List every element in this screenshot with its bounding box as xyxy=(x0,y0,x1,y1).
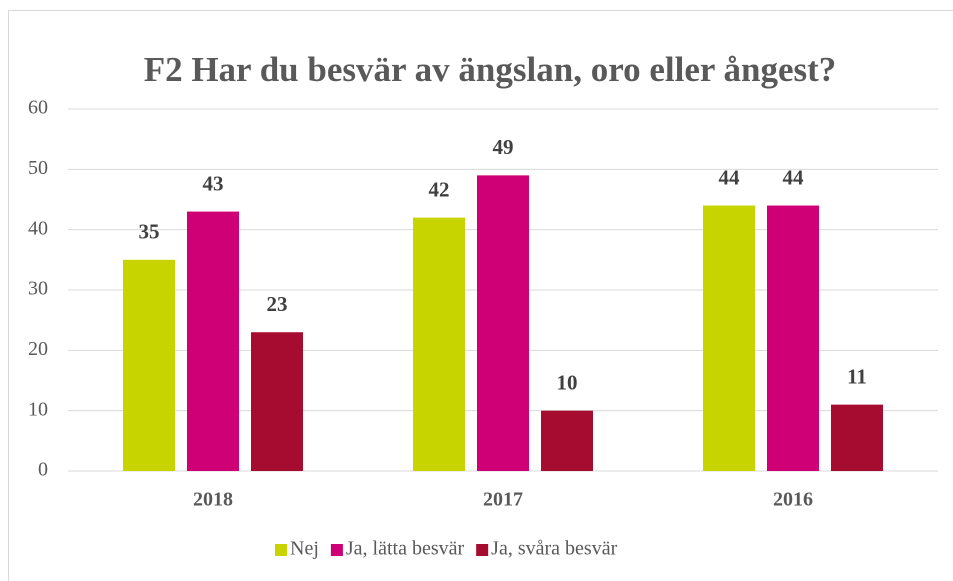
data-label: 10 xyxy=(557,370,578,394)
y-tick-label: 60 xyxy=(28,97,48,119)
data-label: 43 xyxy=(203,171,224,195)
legend-swatch xyxy=(330,544,343,556)
y-tick-label: 20 xyxy=(28,338,48,360)
bar xyxy=(251,332,303,471)
data-label: 44 xyxy=(783,165,805,189)
data-label: 23 xyxy=(267,292,288,316)
bar xyxy=(541,410,593,471)
y-tick-label: 0 xyxy=(38,459,48,481)
legend-swatch xyxy=(476,544,489,556)
bar xyxy=(477,175,529,471)
bar xyxy=(123,259,175,471)
data-label: 35 xyxy=(139,220,160,244)
bar xyxy=(703,205,755,472)
bar xyxy=(413,217,465,471)
chart-title: F2 Har du besvär av ängslan, oro eller å… xyxy=(144,50,837,89)
bar xyxy=(767,205,819,472)
data-label: 44 xyxy=(719,165,741,189)
bar xyxy=(187,211,239,472)
y-tick-label: 30 xyxy=(28,278,48,300)
bar xyxy=(831,404,883,471)
y-tick-label: 40 xyxy=(28,217,48,239)
legend-label: Ja, lätta besvär xyxy=(346,538,465,560)
x-tick-label: 2018 xyxy=(193,489,233,511)
legend-swatch xyxy=(275,544,287,556)
y-tick-label: 50 xyxy=(28,157,48,179)
x-tick-label: 2017 xyxy=(483,489,523,511)
data-label: 49 xyxy=(493,135,514,159)
legend-label: Ja, svåra besvär xyxy=(491,538,617,560)
x-tick-label: 2016 xyxy=(773,489,813,511)
data-label: 42 xyxy=(429,177,450,201)
y-tick-label: 10 xyxy=(28,398,48,420)
legend-label: Nej xyxy=(290,538,319,560)
data-label: 11 xyxy=(847,364,867,388)
